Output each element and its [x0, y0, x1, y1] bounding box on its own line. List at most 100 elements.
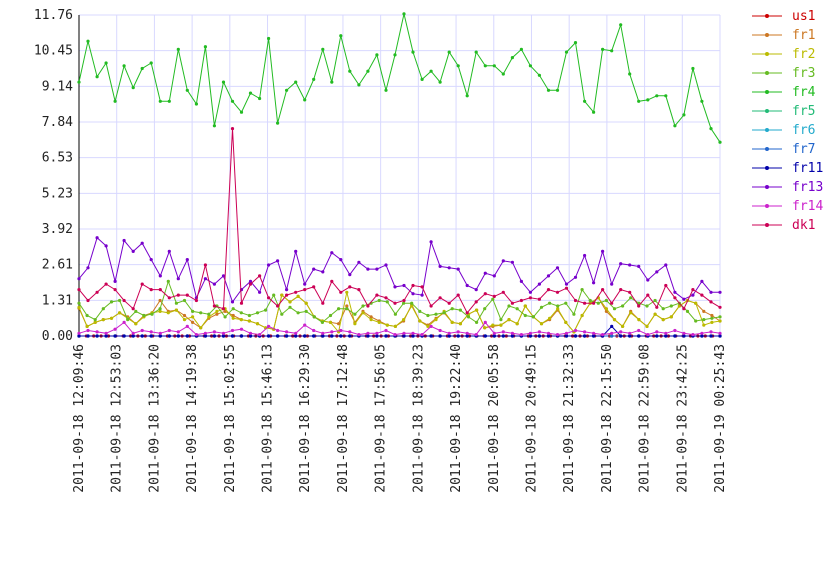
- data-point: [122, 334, 126, 338]
- legend-item-fr2: fr2: [752, 47, 815, 62]
- data-point: [104, 334, 108, 338]
- data-point: [564, 320, 568, 324]
- data-point: [194, 102, 198, 106]
- data-point: [95, 290, 99, 294]
- data-point: [101, 307, 105, 311]
- data-point: [239, 110, 244, 114]
- data-point: [357, 333, 361, 337]
- series-line-fr3: [78, 279, 721, 324]
- data-point: [337, 307, 341, 311]
- data-point: [122, 298, 126, 303]
- data-point: [339, 328, 343, 333]
- data-point: [366, 331, 370, 335]
- data-point: [393, 301, 397, 305]
- data-point: [588, 298, 592, 303]
- data-point: [176, 277, 180, 281]
- data-point: [223, 315, 227, 319]
- data-point: [564, 286, 569, 290]
- data-point: [673, 328, 677, 333]
- data-point: [375, 267, 379, 271]
- data-point: [207, 315, 211, 319]
- data-point: [149, 330, 153, 334]
- data-point: [258, 290, 262, 294]
- data-point: [531, 315, 536, 319]
- data-point: [601, 249, 605, 253]
- data-point: [475, 308, 479, 312]
- data-point: [555, 266, 560, 270]
- data-point: [288, 300, 292, 304]
- data-point: [276, 121, 280, 125]
- data-point: [223, 309, 227, 313]
- data-point: [95, 75, 99, 79]
- data-point: [555, 88, 560, 92]
- data-point: [572, 312, 576, 316]
- x-tick-label: 2011-09-18 17:56:05: [374, 344, 389, 493]
- data-point: [304, 309, 308, 313]
- data-point: [230, 127, 235, 131]
- series-fr14: [77, 320, 722, 337]
- data-point: [294, 80, 298, 84]
- data-point: [483, 292, 487, 296]
- data-point: [402, 318, 406, 322]
- series-fr4: [77, 12, 722, 144]
- x-tick-labels: 2011-09-18 12:09:46 2011-09-18 12:53:03 20…: [72, 344, 728, 493]
- data-point: [402, 331, 406, 335]
- data-point: [664, 263, 668, 267]
- data-point: [537, 73, 542, 77]
- data-point: [483, 307, 487, 311]
- data-point: [629, 311, 633, 315]
- data-point: [294, 249, 298, 253]
- data-point: [619, 330, 623, 334]
- data-point: [101, 318, 105, 322]
- data-point: [285, 288, 289, 292]
- data-point: [248, 331, 253, 335]
- data-point: [384, 334, 388, 338]
- data-point: [203, 277, 207, 281]
- data-point: [619, 262, 623, 266]
- data-point: [158, 334, 162, 338]
- data-point: [510, 56, 514, 60]
- data-point: [77, 301, 81, 305]
- data-point: [583, 334, 587, 338]
- legend-item-fr13: fr13: [752, 180, 823, 195]
- data-point: [499, 323, 503, 327]
- x-tick-label: 2011-09-18 23:42:25: [675, 344, 690, 493]
- data-point: [637, 304, 641, 308]
- data-point: [458, 322, 462, 326]
- series-line-fr13: [78, 236, 720, 303]
- data-point: [501, 259, 505, 263]
- data-point: [411, 331, 415, 335]
- data-point: [483, 334, 487, 338]
- data-point: [501, 72, 505, 76]
- data-point: [709, 290, 713, 294]
- data-point: [629, 296, 633, 300]
- data-point: [710, 316, 714, 320]
- data-point: [312, 285, 316, 289]
- data-point: [93, 318, 97, 322]
- data-point: [528, 290, 533, 294]
- data-point: [501, 334, 505, 338]
- data-point: [619, 288, 623, 292]
- y-tick-label: 5.23: [42, 186, 73, 201]
- data-point: [610, 282, 614, 286]
- series-line-fr4: [78, 13, 721, 143]
- x-tick-label: 2011-09-18 21:32:33: [562, 344, 577, 493]
- legend-swatch-marker: [765, 109, 769, 113]
- legend-item-dk1: dk1: [752, 218, 815, 233]
- data-point: [285, 334, 289, 338]
- data-point: [321, 47, 325, 52]
- data-point: [230, 328, 235, 333]
- legend-swatch-marker: [765, 166, 769, 170]
- data-point: [669, 315, 673, 319]
- legend-item-fr5: fr5: [752, 104, 815, 119]
- x-tick-label: 2011-09-18 19:22:40: [449, 344, 464, 493]
- data-point: [113, 334, 117, 338]
- data-point: [191, 309, 195, 313]
- data-point: [348, 69, 352, 73]
- data-point: [131, 334, 135, 338]
- data-point: [375, 293, 379, 297]
- x-tick-label: 2011-09-18 15:46:13: [261, 344, 276, 493]
- data-point: [140, 241, 144, 245]
- data-point: [375, 53, 379, 57]
- data-point: [492, 64, 496, 68]
